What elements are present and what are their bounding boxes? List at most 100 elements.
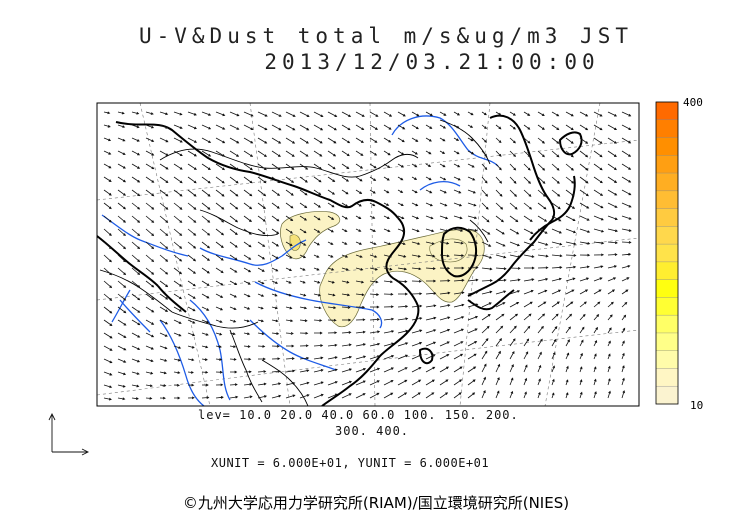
- wind-arrow: [159, 396, 166, 400]
- wind-arrow: [495, 302, 506, 308]
- wind-arrow: [131, 371, 140, 375]
- wind-arrow: [243, 293, 251, 298]
- wind-arrow: [215, 370, 223, 374]
- wind-arrow: [425, 366, 436, 373]
- wind-arrow: [593, 124, 603, 131]
- wind-arrow: [103, 280, 113, 289]
- wind-arrow: [607, 327, 612, 334]
- wind-arrow: [271, 382, 282, 386]
- wind-arrow: [257, 332, 265, 336]
- wind-arrow: [495, 278, 507, 282]
- wind-arrow: [131, 319, 141, 326]
- wind-arrow: [117, 332, 127, 338]
- wind-arrow: [397, 176, 404, 181]
- colorbar-min-label: 10: [690, 399, 704, 412]
- wind-arrow: [257, 382, 267, 386]
- wind-arrow: [215, 383, 224, 387]
- wind-arrow: [187, 241, 197, 249]
- wind-arrow: [425, 341, 437, 347]
- wind-arrow: [201, 150, 212, 157]
- wind-arrow: [202, 383, 209, 387]
- wind-arrow: [341, 355, 353, 360]
- wind-arrow: [257, 241, 266, 247]
- wind-arrow: [313, 228, 321, 233]
- wind-arrow: [481, 267, 493, 271]
- wind-arrow: [411, 267, 422, 271]
- wind-arrow: [551, 241, 563, 246]
- wind-arrow: [467, 328, 478, 334]
- wind-arrow: [299, 293, 307, 297]
- wind-arrow: [327, 318, 337, 322]
- wind-arrow: [453, 379, 463, 386]
- wind-arrow: [285, 111, 296, 117]
- wind-arrow: [481, 338, 489, 347]
- wind-arrow: [453, 137, 460, 141]
- wind-arrow: [103, 371, 113, 376]
- wind-arrow: [467, 266, 479, 270]
- wind-arrow: [397, 367, 408, 373]
- wind-arrow: [551, 326, 558, 334]
- wind-arrow: [607, 163, 617, 171]
- wind-arrow: [397, 150, 405, 155]
- wind-arrow: [411, 163, 418, 168]
- wind-arrow: [159, 150, 169, 156]
- wind-arrow: [383, 202, 390, 206]
- wind-arrow: [131, 358, 141, 363]
- wind-arrow: [621, 202, 632, 208]
- wind-arrow: [271, 306, 278, 310]
- wind-arrow: [355, 124, 365, 131]
- wind-arrow: [285, 293, 292, 297]
- wind-arrow: [579, 352, 583, 360]
- wind-arrow: [355, 305, 366, 309]
- wind-arrow: [439, 392, 449, 399]
- wind-arrow: [425, 291, 437, 295]
- wind-arrow: [565, 215, 576, 221]
- wind-arrow: [523, 137, 531, 144]
- wind-arrow: [411, 392, 421, 399]
- wind-arrow: [509, 325, 517, 334]
- wind-arrow: [215, 254, 224, 261]
- wind-arrow: [173, 332, 182, 337]
- wind-arrow: [327, 393, 338, 399]
- wind-arrow: [467, 163, 475, 168]
- wind-arrow: [215, 306, 224, 311]
- wind-arrow: [537, 378, 541, 386]
- wind-arrow: [285, 228, 294, 234]
- wind-arrow: [509, 390, 514, 399]
- wind-arrow: [397, 163, 404, 168]
- wind-arrow: [243, 241, 252, 248]
- wind-arrow: [369, 215, 376, 219]
- wind-arrow: [327, 267, 335, 271]
- wind-arrow: [243, 267, 252, 273]
- wind-arrow: [509, 290, 521, 295]
- wind-arrow: [523, 163, 531, 171]
- wind-arrow: [243, 395, 253, 399]
- wind-arrow: [565, 202, 576, 209]
- wind-arrow: [439, 176, 447, 181]
- wind-arrow: [481, 202, 489, 210]
- wind-arrow: [523, 391, 527, 399]
- wind-arrow: [327, 111, 338, 117]
- wind-arrow: [621, 314, 627, 321]
- wind-arrow: [327, 331, 338, 335]
- wind-arrow: [215, 124, 226, 130]
- wind-arrow: [467, 189, 476, 194]
- wind-arrow: [397, 267, 408, 271]
- wind-arrow: [187, 137, 198, 143]
- wind-arrow: [425, 254, 436, 258]
- wind-arrow: [187, 345, 195, 349]
- wind-arrow: [481, 314, 491, 321]
- wind-arrow: [509, 228, 520, 235]
- wind-arrow: [411, 111, 420, 117]
- wind-arrow: [621, 111, 632, 117]
- wind-arrow: [187, 358, 195, 362]
- wind-arrow: [299, 241, 307, 246]
- wind-arrow: [607, 353, 611, 360]
- wind-arrow: [537, 313, 546, 321]
- wind-arrow: [551, 313, 559, 321]
- wind-arrow: [271, 150, 281, 157]
- wind-arrow: [117, 267, 127, 276]
- dust-area-central: [319, 229, 485, 328]
- wind-arrow: [495, 290, 507, 295]
- wind-arrow: [271, 280, 279, 284]
